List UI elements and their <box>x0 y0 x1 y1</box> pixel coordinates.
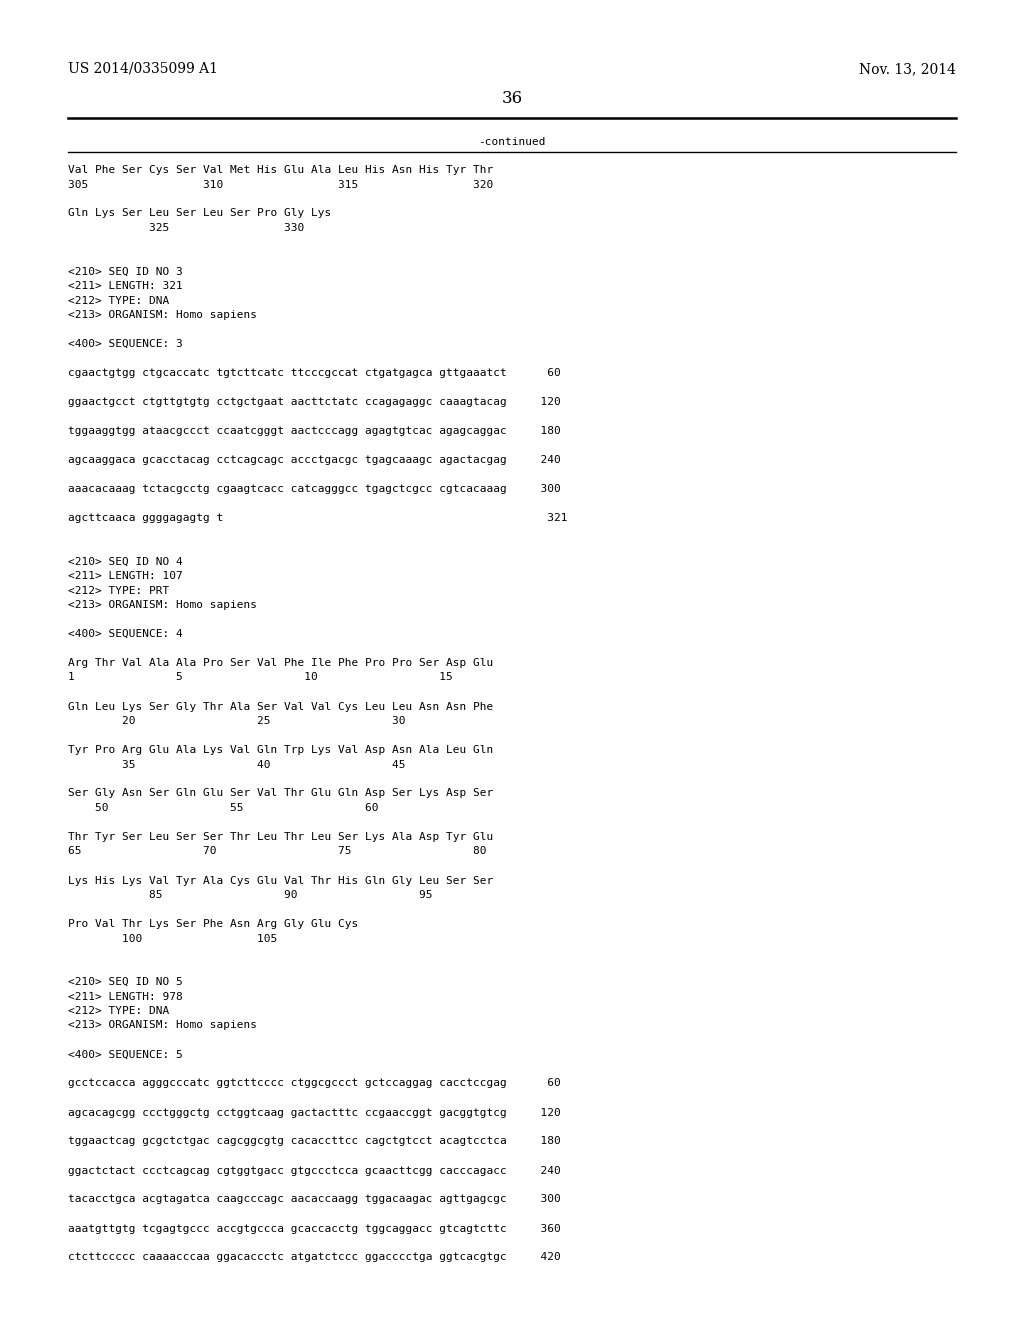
Text: agcaaggaca gcacctacag cctcagcagc accctgacgc tgagcaaagc agactacgag     240: agcaaggaca gcacctacag cctcagcagc accctga… <box>68 455 561 465</box>
Text: Gln Leu Lys Ser Gly Thr Ala Ser Val Val Cys Leu Leu Asn Asn Phe: Gln Leu Lys Ser Gly Thr Ala Ser Val Val … <box>68 701 494 711</box>
Text: Lys His Lys Val Tyr Ala Cys Glu Val Thr His Gln Gly Leu Ser Ser: Lys His Lys Val Tyr Ala Cys Glu Val Thr … <box>68 875 494 886</box>
Text: 20                  25                  30: 20 25 30 <box>68 715 406 726</box>
Text: cgaactgtgg ctgcaccatc tgtcttcatc ttcccgccat ctgatgagca gttgaaatct      60: cgaactgtgg ctgcaccatc tgtcttcatc ttcccgc… <box>68 368 561 378</box>
Text: <400> SEQUENCE: 3: <400> SEQUENCE: 3 <box>68 339 182 348</box>
Text: <400> SEQUENCE: 5: <400> SEQUENCE: 5 <box>68 1049 182 1060</box>
Text: -continued: -continued <box>478 137 546 147</box>
Text: 325                 330: 325 330 <box>68 223 304 234</box>
Text: 305                 310                 315                 320: 305 310 315 320 <box>68 180 494 190</box>
Text: Arg Thr Val Ala Ala Pro Ser Val Phe Ile Phe Pro Pro Ser Asp Glu: Arg Thr Val Ala Ala Pro Ser Val Phe Ile … <box>68 657 494 668</box>
Text: <210> SEQ ID NO 3: <210> SEQ ID NO 3 <box>68 267 182 276</box>
Text: aaacacaaag tctacgcctg cgaagtcacc catcagggcc tgagctcgcc cgtcacaaag     300: aaacacaaag tctacgcctg cgaagtcacc catcagg… <box>68 484 561 494</box>
Text: Thr Tyr Ser Leu Ser Ser Thr Leu Thr Leu Ser Lys Ala Asp Tyr Glu: Thr Tyr Ser Leu Ser Ser Thr Leu Thr Leu … <box>68 832 494 842</box>
Text: ggactctact ccctcagcag cgtggtgacc gtgccctcca gcaacttcgg cacccagacc     240: ggactctact ccctcagcag cgtggtgacc gtgccct… <box>68 1166 561 1176</box>
Text: Tyr Pro Arg Glu Ala Lys Val Gln Trp Lys Val Asp Asn Ala Leu Gln: Tyr Pro Arg Glu Ala Lys Val Gln Trp Lys … <box>68 744 494 755</box>
Text: <212> TYPE: DNA: <212> TYPE: DNA <box>68 1006 169 1016</box>
Text: <210> SEQ ID NO 4: <210> SEQ ID NO 4 <box>68 557 182 566</box>
Text: 85                  90                  95: 85 90 95 <box>68 890 432 900</box>
Text: 65                  70                  75                  80: 65 70 75 80 <box>68 846 486 857</box>
Text: 1               5                  10                  15: 1 5 10 15 <box>68 672 453 682</box>
Text: <212> TYPE: PRT: <212> TYPE: PRT <box>68 586 169 595</box>
Text: Val Phe Ser Cys Ser Val Met His Glu Ala Leu His Asn His Tyr Thr: Val Phe Ser Cys Ser Val Met His Glu Ala … <box>68 165 494 176</box>
Text: <211> LENGTH: 321: <211> LENGTH: 321 <box>68 281 182 290</box>
Text: Gln Lys Ser Leu Ser Leu Ser Pro Gly Lys: Gln Lys Ser Leu Ser Leu Ser Pro Gly Lys <box>68 209 331 219</box>
Text: <400> SEQUENCE: 4: <400> SEQUENCE: 4 <box>68 630 182 639</box>
Text: tggaaggtgg ataacgccct ccaatcgggt aactcccagg agagtgtcac agagcaggac     180: tggaaggtgg ataacgccct ccaatcgggt aactccc… <box>68 426 561 436</box>
Text: 36: 36 <box>502 90 522 107</box>
Text: <211> LENGTH: 107: <211> LENGTH: 107 <box>68 572 182 581</box>
Text: tggaactcag gcgctctgac cagcggcgtg cacaccttcc cagctgtcct acagtcctca     180: tggaactcag gcgctctgac cagcggcgtg cacacct… <box>68 1137 561 1147</box>
Text: agcacagcgg ccctgggctg cctggtcaag gactactttc ccgaaccggt gacggtgtcg     120: agcacagcgg ccctgggctg cctggtcaag gactact… <box>68 1107 561 1118</box>
Text: aaatgttgtg tcgagtgccc accgtgccca gcaccacctg tggcaggacc gtcagtcttc     360: aaatgttgtg tcgagtgccc accgtgccca gcaccac… <box>68 1224 561 1233</box>
Text: <211> LENGTH: 978: <211> LENGTH: 978 <box>68 991 182 1002</box>
Text: <210> SEQ ID NO 5: <210> SEQ ID NO 5 <box>68 977 182 987</box>
Text: gcctccacca agggcccatc ggtcttcccc ctggcgccct gctccaggag cacctccgag      60: gcctccacca agggcccatc ggtcttcccc ctggcgc… <box>68 1078 561 1089</box>
Text: <212> TYPE: DNA: <212> TYPE: DNA <box>68 296 169 305</box>
Text: Pro Val Thr Lys Ser Phe Asn Arg Gly Glu Cys: Pro Val Thr Lys Ser Phe Asn Arg Gly Glu … <box>68 919 358 929</box>
Text: tacacctgca acgtagatca caagcccagc aacaccaagg tggacaagac agttgagcgc     300: tacacctgca acgtagatca caagcccagc aacacca… <box>68 1195 561 1204</box>
Text: agcttcaaca ggggagagtg t                                                321: agcttcaaca ggggagagtg t 321 <box>68 513 567 523</box>
Text: Ser Gly Asn Ser Gln Glu Ser Val Thr Glu Gln Asp Ser Lys Asp Ser: Ser Gly Asn Ser Gln Glu Ser Val Thr Glu … <box>68 788 494 799</box>
Text: <213> ORGANISM: Homo sapiens: <213> ORGANISM: Homo sapiens <box>68 310 257 319</box>
Text: Nov. 13, 2014: Nov. 13, 2014 <box>859 62 956 77</box>
Text: 50                  55                  60: 50 55 60 <box>68 803 379 813</box>
Text: <213> ORGANISM: Homo sapiens: <213> ORGANISM: Homo sapiens <box>68 1020 257 1031</box>
Text: 35                  40                  45: 35 40 45 <box>68 759 406 770</box>
Text: ggaactgcct ctgttgtgtg cctgctgaat aacttctatc ccagagaggc caaagtacag     120: ggaactgcct ctgttgtgtg cctgctgaat aacttct… <box>68 397 561 407</box>
Text: ctcttccccc caaaacccaa ggacaccctc atgatctccc ggacccctga ggtcacgtgc     420: ctcttccccc caaaacccaa ggacaccctc atgatct… <box>68 1253 561 1262</box>
Text: US 2014/0335099 A1: US 2014/0335099 A1 <box>68 62 218 77</box>
Text: 100                 105: 100 105 <box>68 933 278 944</box>
Text: <213> ORGANISM: Homo sapiens: <213> ORGANISM: Homo sapiens <box>68 601 257 610</box>
